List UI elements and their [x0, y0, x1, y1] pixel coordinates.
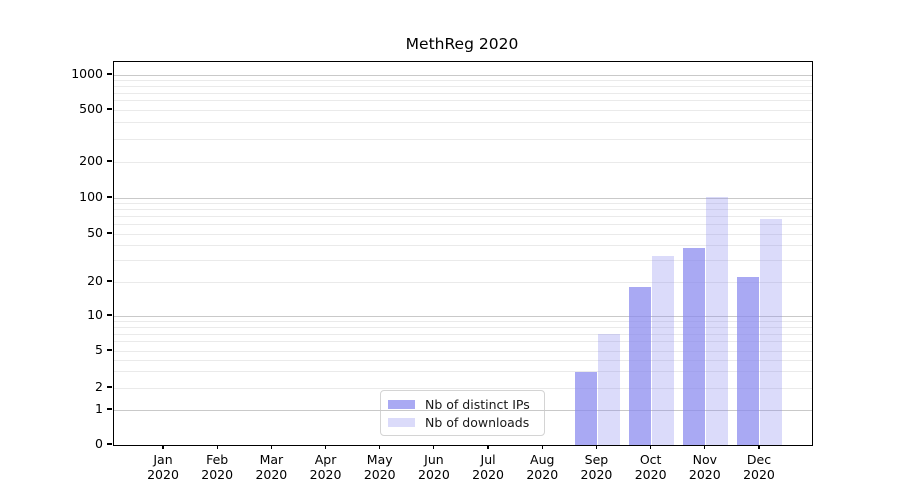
- y-tick-label: 20: [87, 273, 103, 288]
- y-tick-mark: [107, 408, 112, 410]
- gridline-minor: [114, 85, 812, 87]
- y-tick-label: 1000: [71, 66, 103, 81]
- y-tick-mark: [107, 73, 112, 75]
- y-tick-label: 200: [79, 153, 103, 168]
- legend-item: Nb of downloads: [388, 414, 536, 430]
- x-tick-label: Feb 2020: [201, 452, 234, 482]
- y-tick-mark: [107, 232, 112, 234]
- gridline-major: [114, 197, 812, 199]
- y-tick-mark: [107, 443, 112, 445]
- gridline-minor: [114, 281, 812, 283]
- gridline-minor: [114, 109, 812, 111]
- legend: Nb of distinct IPs Nb of downloads: [380, 390, 545, 436]
- bar-nb-of-distinct-ips-sep-2020: [574, 371, 597, 445]
- legend-swatch-distinct-ips: [388, 399, 415, 409]
- chart-title: MethReg 2020: [405, 35, 519, 53]
- x-tick-label: Jul 2020: [472, 452, 504, 482]
- y-tick-label: 2: [95, 379, 103, 394]
- legend-label: Nb of distinct IPs: [425, 396, 530, 412]
- legend-label: Nb of downloads: [425, 414, 530, 430]
- x-tick-label: Jan 2020: [147, 452, 179, 482]
- y-tick-label: 1: [95, 401, 103, 416]
- gridline-minor: [114, 359, 812, 361]
- x-tick-mark: [270, 445, 272, 449]
- x-tick-label: Nov 2020: [688, 452, 721, 482]
- x-tick-label: Oct 2020: [634, 452, 667, 482]
- x-tick-mark: [595, 445, 598, 449]
- x-tick-mark: [162, 445, 164, 449]
- y-tick-mark: [107, 349, 112, 351]
- gridline-minor: [114, 260, 812, 262]
- x-tick-mark: [650, 445, 652, 449]
- x-tick-label: Mar 2020: [255, 452, 288, 482]
- bar-nb-of-distinct-ips-dec-2020: [737, 277, 760, 445]
- gridline-minor: [114, 138, 812, 140]
- y-tick-mark: [107, 280, 112, 282]
- legend-item: Nb of distinct IPs: [388, 396, 536, 412]
- gridline-minor: [114, 122, 812, 124]
- x-tick-label: Jun 2020: [418, 452, 450, 482]
- gridline-minor: [114, 100, 812, 102]
- x-tick-mark: [433, 445, 435, 449]
- gridline-minor: [114, 333, 812, 335]
- gridline-minor: [114, 161, 812, 163]
- y-tick-mark: [107, 160, 112, 162]
- bar-nb-of-downloads-nov-2020: [706, 197, 729, 445]
- gridline-minor: [114, 320, 812, 322]
- x-tick-label: May 2020: [363, 452, 396, 482]
- gridline-minor: [114, 371, 812, 373]
- gridline-major: [114, 409, 812, 411]
- gridline-minor: [114, 79, 812, 81]
- x-tick-mark: [216, 445, 218, 449]
- y-tick-mark: [107, 108, 112, 110]
- y-tick-mark: [107, 386, 112, 388]
- x-tick-label: Dec 2020: [743, 452, 775, 482]
- legend-swatch-downloads: [388, 417, 415, 427]
- gridline-minor: [114, 245, 812, 247]
- gridline-minor: [114, 326, 812, 328]
- gridline-minor: [114, 202, 812, 204]
- gridline-minor: [114, 216, 812, 218]
- x-tick-label: Sep 2020: [580, 452, 613, 482]
- x-tick-label: Apr 2020: [309, 452, 342, 482]
- x-tick-mark: [379, 445, 381, 449]
- y-tick-label: 0: [95, 436, 103, 451]
- plot-area: Nb of distinct IPs Nb of downloads: [113, 61, 813, 446]
- bar-nb-of-downloads-dec-2020: [760, 218, 783, 445]
- gridline-minor: [114, 224, 812, 226]
- gridline-minor: [114, 387, 812, 389]
- y-tick-label: 5: [95, 342, 103, 357]
- x-tick-mark: [541, 445, 543, 449]
- bar-nb-of-distinct-ips-oct-2020: [629, 287, 652, 445]
- bar-nb-of-downloads-oct-2020: [652, 255, 675, 445]
- gridline-minor: [114, 341, 812, 343]
- y-tick-mark: [107, 196, 112, 198]
- gridline-major: [114, 315, 812, 317]
- y-tick-label: 100: [79, 189, 103, 204]
- x-tick-mark: [487, 445, 489, 449]
- gridline-major: [114, 74, 812, 76]
- y-tick-label: 500: [79, 101, 103, 116]
- y-tick-label: 50: [87, 225, 103, 240]
- x-tick-label: Aug 2020: [526, 452, 559, 482]
- gridline-minor: [114, 209, 812, 211]
- gridline-minor: [114, 233, 812, 235]
- bar-nb-of-downloads-sep-2020: [597, 334, 620, 445]
- x-tick-mark: [324, 445, 327, 449]
- y-tick-mark: [107, 314, 112, 316]
- y-tick-label: 10: [87, 307, 103, 322]
- x-tick-mark: [704, 445, 706, 449]
- gridline-minor: [114, 350, 812, 352]
- bar-nb-of-distinct-ips-nov-2020: [683, 248, 706, 445]
- x-tick-mark: [758, 445, 760, 449]
- gridline-minor: [114, 92, 812, 94]
